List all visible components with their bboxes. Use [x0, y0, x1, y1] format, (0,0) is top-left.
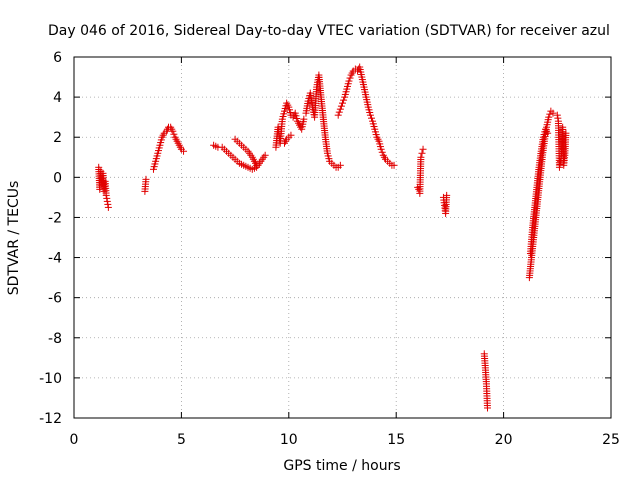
- data-point: [104, 200, 112, 208]
- data-point: [544, 129, 552, 137]
- data-point: [300, 115, 308, 123]
- x-tick-label: 20: [495, 432, 513, 448]
- y-tick-label: -12: [39, 411, 62, 427]
- data-point: [418, 149, 426, 157]
- data-point: [169, 127, 177, 135]
- x-tick-label: 25: [602, 432, 620, 448]
- data-point: [180, 147, 188, 155]
- data-point: [377, 145, 385, 153]
- data-point: [346, 74, 354, 82]
- x-tick-label: 15: [387, 432, 405, 448]
- data-point: [142, 175, 150, 183]
- x-tick-label: 10: [280, 432, 298, 448]
- data-point: [104, 203, 112, 211]
- data-point: [443, 191, 451, 199]
- data-point: [549, 109, 557, 117]
- data-points: [95, 63, 570, 412]
- y-axis-label: SDTVAR / TECUs: [6, 181, 22, 296]
- data-point: [556, 160, 564, 168]
- data-point: [336, 105, 344, 113]
- y-tick-label: -4: [48, 251, 62, 267]
- data-point: [378, 148, 386, 156]
- y-tick-label: 0: [53, 170, 62, 186]
- data-point: [287, 131, 295, 139]
- x-tick-label: 5: [177, 432, 186, 448]
- data-point: [345, 77, 353, 85]
- data-point: [367, 114, 375, 122]
- plot-frame: [73, 56, 612, 419]
- x-axis-label: GPS time / hours: [283, 458, 400, 474]
- data-point: [546, 110, 554, 118]
- data-point: [545, 113, 553, 121]
- data-point: [336, 161, 344, 169]
- data-point: [335, 108, 343, 116]
- data-point: [366, 111, 374, 119]
- data-point: [102, 191, 110, 199]
- data-point: [554, 114, 562, 122]
- data-point: [553, 111, 561, 119]
- y-tick-label: 4: [53, 90, 62, 106]
- y-tick-label: 6: [53, 50, 62, 66]
- y-tick-label: -2: [48, 210, 62, 226]
- data-point: [419, 145, 427, 153]
- x-tick-label: 0: [70, 432, 79, 448]
- data-point: [170, 130, 178, 138]
- data-point: [103, 197, 111, 205]
- data-point: [340, 96, 348, 104]
- data-point: [253, 161, 261, 169]
- data-point: [555, 163, 563, 171]
- y-tick-label: 2: [53, 130, 62, 146]
- y-tick-label: -8: [48, 331, 62, 347]
- data-point: [261, 151, 269, 159]
- axis-ticks: 0 5 10 15 20 25 -12 -10 -8 -6 -4 -2 0 2 4 6: [39, 50, 620, 448]
- data-point: [562, 129, 570, 137]
- data-point: [337, 102, 345, 110]
- data-point: [483, 404, 491, 412]
- data-point: [334, 111, 342, 119]
- chart-title: Day 046 of 2016, Sidereal Day-to-day VTE…: [48, 23, 610, 39]
- data-point: [417, 153, 425, 161]
- data-point: [390, 161, 398, 169]
- data-point: [339, 99, 346, 107]
- y-tick-label: -10: [39, 371, 62, 387]
- data-point: [103, 194, 111, 202]
- y-tick-label: -6: [48, 291, 62, 307]
